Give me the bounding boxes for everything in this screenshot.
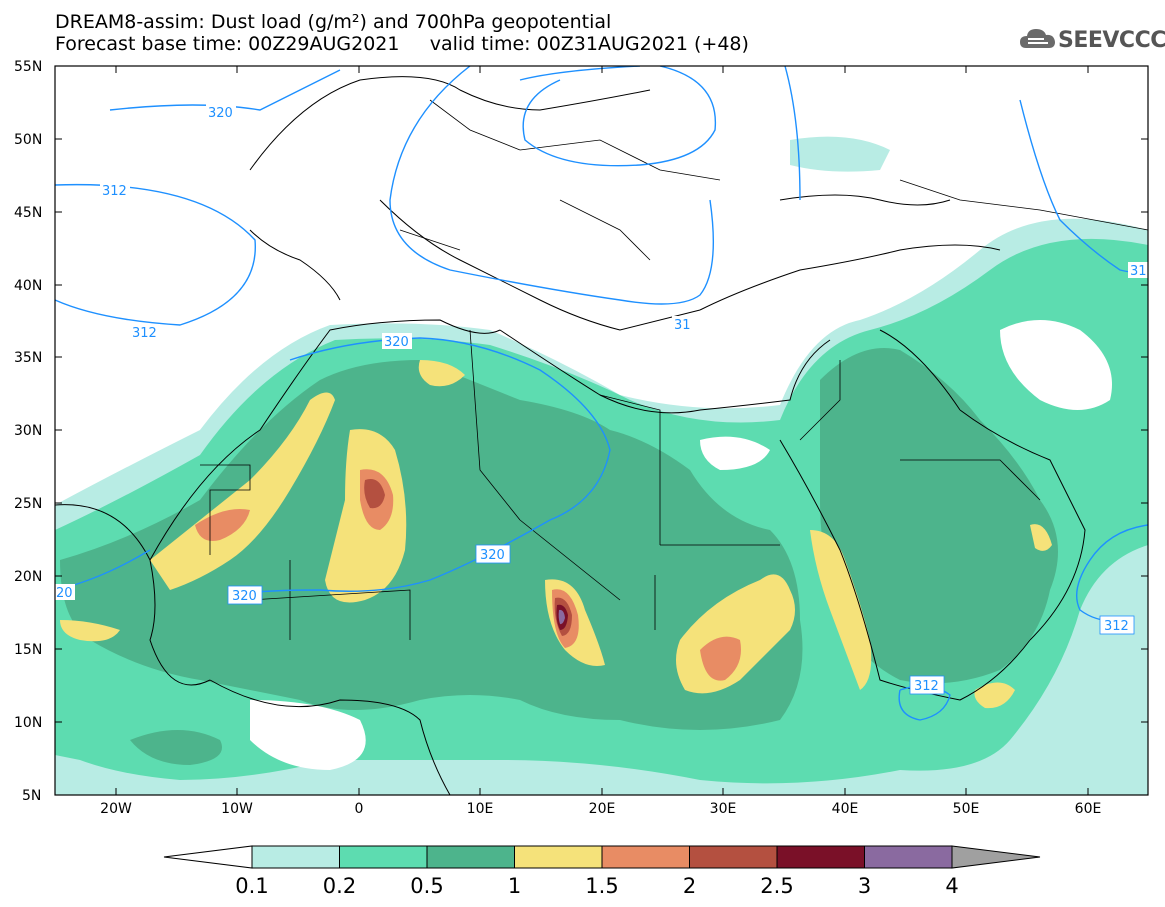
valid-time: valid time: 00Z31AUG2021 (+48) [429,33,749,55]
lon-label: 10W [221,801,253,817]
forecast-base-time: Forecast base time: 00Z29AUG2021 [55,33,400,55]
colorbar-segment [426,845,515,869]
lon-label: 40E [832,801,859,817]
colorbar-label: 0.1 [235,874,268,898]
contour-label: 312 [132,326,157,341]
colorbar-label: 1.5 [585,874,618,898]
contour-label: 312 [914,679,939,694]
lat-label: 35N [14,350,42,366]
colorbar-segment [864,845,953,869]
lon-label: 10E [467,801,494,817]
dust-clear-caspian [1000,320,1112,410]
lat-label: 55N [14,59,42,75]
dust-field-1-yemen [974,682,1015,709]
lon-label: 20E [589,801,616,817]
dust-field-2 [364,479,385,509]
map-title: DREAM8-assim: Dust load (g/m²) and 700hP… [55,11,612,33]
map-subtitle: Forecast base time: 00Z29AUG2021 valid t… [55,34,749,54]
logo-text: SEEVCCC [1058,28,1165,53]
colorbar-label: 0.2 [323,874,356,898]
longitude-labels: 20W 10W 0 10E 20E 30E 40E 50E 60E [100,801,1101,817]
lat-label: 25N [14,496,42,512]
dust-field-1 [150,392,335,590]
colorbar-label: 2.5 [760,874,793,898]
colorbar-label: 0.5 [410,874,443,898]
dust-field-0.5 [60,360,803,730]
contour-label: 312 [1104,619,1129,634]
lon-label: 60E [1075,801,1102,817]
colorbar-over-arrow [951,845,1041,869]
colorbar-label: 2 [683,874,696,898]
colorbar-label: 4 [945,874,958,898]
cloud-icon [1020,29,1055,48]
dust-field-1.5-sudan [700,636,741,681]
colorbar-segment [251,845,340,869]
colorbar-segment [689,845,778,869]
lon-label: 20W [100,801,132,817]
dust-field-1.5 [195,509,250,541]
coastlines [55,76,1086,795]
latitude-labels: 55N 50N 45N 40N 35N 30N 25N 20N 15N 10N … [14,59,42,804]
lat-label: 40N [14,278,42,294]
dust-clear-south [250,700,366,770]
colorbar: 0.1 0.2 0.5 1 1.5 2 2.5 3 4 [163,845,1041,898]
lat-label: 50N [14,132,42,148]
dust-field-0.5-east [820,348,1058,684]
lon-label: 0 [355,801,364,817]
colorbar-under-arrow [163,845,253,869]
contour-label: 320 [384,335,409,350]
contour-label: 31 [1130,264,1147,279]
contour-label: 31 [674,318,691,333]
contour-label: 320 [480,548,505,563]
colorbar-label: 1 [508,874,521,898]
dust-field-4 [558,609,565,625]
dust-field-1-west [60,620,120,642]
contour-label: 320 [208,106,233,121]
lat-label: 30N [14,423,42,439]
axis-ticks [55,65,1148,795]
dust-field-1-libya [418,360,465,387]
geopotential-contours [55,66,1148,721]
lat-label: 15N [14,642,42,658]
lat-label: 10N [14,715,42,731]
dust-clear-red-sea [700,436,770,470]
lon-label: 50E [953,801,980,817]
contour-label: 320 [232,589,257,604]
colorbar-segment [514,845,603,869]
contour-label: 312 [102,184,127,199]
country-borders [200,99,1148,640]
colorbar-segment [339,845,428,869]
contour-label: 20 [56,586,73,601]
colorbar-label: 3 [858,874,871,898]
dust-field-0.5-sw [130,730,222,765]
colorbar-segment [776,845,865,869]
contour-labels: 320 312 312 320 320 320 20 312 312 31 31 [55,104,1148,695]
colorbar-segment [601,845,690,869]
dust-field-1-oman [1030,524,1052,551]
dust-field-1-redsea [810,530,872,690]
seevccc-logo: SEEVCCC [1018,24,1165,58]
lon-label: 30E [710,801,737,817]
dust-field-0.1-ne [790,136,890,172]
lat-label: 45N [14,205,42,221]
lat-label: 5N [22,788,41,804]
lat-label: 20N [14,569,42,585]
